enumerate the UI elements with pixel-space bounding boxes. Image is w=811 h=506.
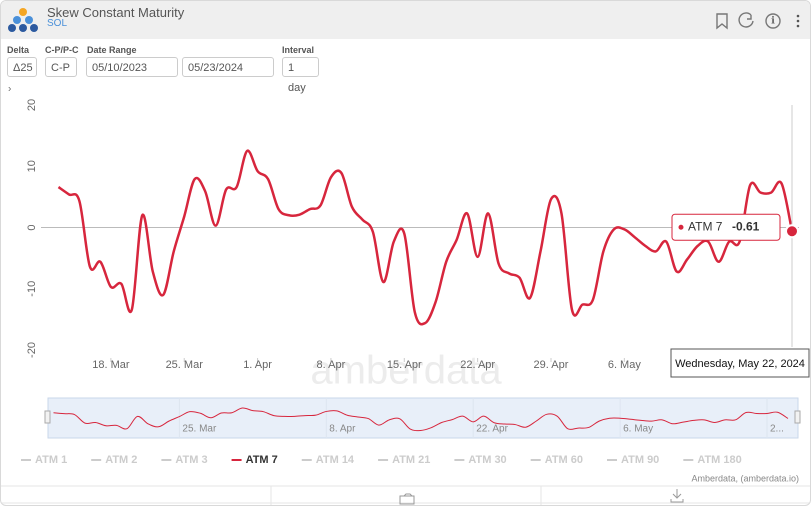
tooltip-name: ATM 7	[688, 219, 723, 233]
camera-icon[interactable]	[399, 493, 415, 505]
header: Skew Constant Maturity SOL ℹ	[1, 1, 810, 39]
legend-label[interactable]: ATM 1	[35, 454, 67, 466]
tooltip-box	[671, 213, 781, 241]
hover-point	[785, 224, 799, 239]
legend-label[interactable]: ATM 3	[175, 454, 207, 466]
navigator-tick-label: 22. Apr	[476, 424, 508, 435]
control-label: C-P/P-C	[45, 45, 79, 55]
watermark: amberdata	[310, 349, 502, 393]
control-label: Date Range	[87, 45, 137, 55]
y-tick-label: 0	[26, 224, 38, 230]
x-tick-label: 18. Mar	[92, 359, 130, 371]
tooltip-value: -0.61	[732, 219, 760, 233]
navigator-tick-label: 6. May	[623, 424, 653, 435]
download-icon[interactable]	[670, 489, 684, 503]
legend-label[interactable]: ATM 7	[246, 454, 278, 466]
y-tick-label: -20	[26, 342, 38, 358]
subtitle: SOL	[47, 18, 68, 29]
x-tick-label: 29. Apr	[534, 359, 569, 371]
chart: › amberdata Amberdata, (amberdata.io) -2…	[1, 85, 810, 505]
delta-select[interactable]: Δ25	[7, 57, 37, 77]
x-tick-label: 22. Apr	[460, 359, 495, 371]
x-tick-label: 1. Apr	[243, 359, 272, 371]
date-box	[670, 348, 810, 378]
legend-label[interactable]: ATM 2	[105, 454, 137, 466]
y-tick-label: 20	[26, 99, 38, 111]
x-tick-label: 6. May	[608, 359, 642, 371]
tooltip-date: Wednesday, May 22, 2024	[675, 358, 805, 370]
interval-select[interactable]: 1 day	[282, 57, 319, 94]
x-tick-label: 15. Apr	[387, 359, 422, 371]
navigator-tick-label: 25. Mar	[182, 424, 217, 435]
x-tick-label: 25. Mar	[166, 359, 204, 371]
navigator-line	[53, 407, 789, 432]
end-date[interactable]: 05/23/2024	[182, 57, 274, 77]
series-line	[57, 149, 794, 326]
legend-label[interactable]: ATM 180	[697, 454, 741, 466]
title: Skew Constant Maturity	[47, 5, 185, 20]
control-label: Delta	[7, 45, 30, 55]
svg-text:ℹ: ℹ	[771, 16, 775, 27]
navigator-tick-label: 2...	[770, 424, 784, 435]
legend-label[interactable]: ATM 30	[468, 454, 506, 466]
logo	[8, 8, 38, 32]
expand-arrow[interactable]: ›	[8, 85, 11, 95]
legend-label[interactable]: ATM 60	[545, 454, 583, 466]
legend-label[interactable]: ATM 14	[316, 454, 355, 466]
legend-label[interactable]: ATM 90	[621, 454, 659, 466]
x-tick-label: 8. Apr	[317, 359, 346, 371]
control-label: Interval	[282, 45, 315, 55]
toolbar[interactable]: ℹ	[713, 1, 803, 39]
y-tick-label: 10	[26, 160, 38, 172]
navigator-handle[interactable]	[794, 410, 801, 424]
tooltip: ATM 7 -0.61	[671, 213, 781, 241]
navigator	[47, 397, 799, 439]
navigator-tick-label: 8. Apr	[329, 424, 356, 435]
y-tick-label: -10	[26, 281, 38, 297]
start-date[interactable]: 05/10/2023	[86, 57, 178, 77]
credit: Amberdata, (amberdata.io)	[691, 473, 799, 483]
legend-label[interactable]: ATM 21	[392, 454, 430, 466]
cp-select[interactable]: C-P	[45, 57, 77, 77]
navigator-handle[interactable]	[44, 410, 51, 424]
tooltip-dot	[678, 224, 684, 230]
